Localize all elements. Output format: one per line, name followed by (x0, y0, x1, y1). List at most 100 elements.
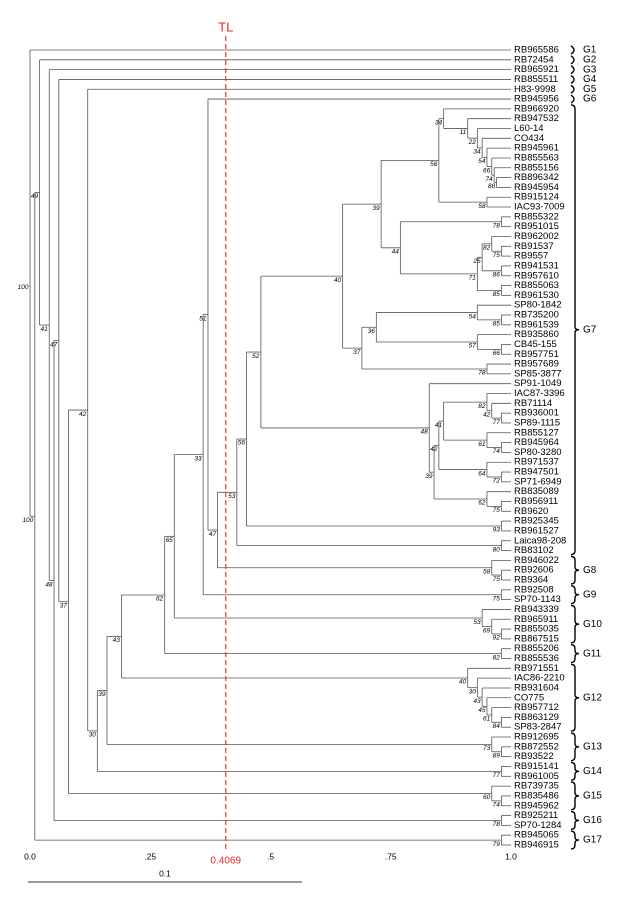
group-bracket (570, 585, 580, 605)
group-label: G9 (583, 589, 597, 600)
leaf-label: RB91537 (514, 241, 554, 252)
bootstrap-label: 22 (468, 139, 477, 146)
group-label: G7 (583, 324, 597, 335)
x-tick-label: .25 (144, 851, 156, 861)
group-bracket (570, 104, 580, 556)
bootstrap-label: 30 (89, 732, 97, 739)
bootstrap-label: 33 (194, 455, 202, 462)
group-label: G17 (583, 835, 602, 846)
leaf-label: RB92508 (514, 584, 554, 595)
leaf-label: H83-9998 (514, 84, 556, 95)
bootstrap-label: 41 (41, 326, 49, 333)
bootstrap-label: 72 (493, 478, 501, 485)
leaf-label: RB896342 (514, 172, 559, 183)
leaf-label: RB943339 (514, 604, 559, 615)
bootstrap-label: 75 (493, 595, 501, 602)
leaf-label: RB912695 (514, 732, 559, 743)
leaf-label: IAC87-3396 (514, 388, 565, 399)
bootstrap-label: 36 (368, 328, 376, 335)
bootstrap-label: 74 (485, 176, 493, 183)
leaf-label: RB945065 (514, 830, 559, 841)
bootstrap-label: 62 (156, 596, 164, 603)
bootstrap-label: 39 (98, 691, 106, 698)
bootstrap-label: 47 (209, 531, 217, 538)
leaf-label: RB915141 (514, 761, 559, 772)
bootstrap-label: 53 (228, 493, 236, 500)
leaf-label: SP91-1049 (514, 378, 562, 389)
leaf-label: RB961539 (514, 319, 559, 330)
group-label: G5 (583, 84, 597, 95)
bootstrap-label: 74 (493, 448, 501, 455)
bootstrap-label: 73 (483, 745, 491, 752)
leaf-label: SP89-1115 (514, 417, 560, 428)
group-bracket (570, 604, 580, 644)
group-bracket (570, 55, 575, 65)
bootstrap-label: 61 (483, 716, 491, 723)
bootstrap-label: 44 (392, 249, 400, 256)
leaf-label: RB945962 (514, 800, 559, 811)
group-bracket (570, 644, 580, 664)
group-label: G16 (583, 815, 602, 826)
scale-bar-label: 0.1 (159, 868, 171, 878)
bootstrap-label: 100 (22, 517, 33, 524)
leaf-label: RB961530 (514, 290, 559, 301)
bootstrap-label: 25 (472, 258, 481, 265)
bootstrap-label: 82 (493, 654, 501, 661)
group-label: G6 (583, 94, 597, 105)
leaf-label: RB945964 (514, 437, 559, 448)
leaf-label: RB92606 (514, 565, 554, 576)
bootstrap-label: 82 (483, 245, 491, 252)
bootstrap-label: 78 (493, 222, 501, 229)
bootstrap-label: 54 (469, 313, 477, 320)
leaf-label: IAC93-7009 (514, 202, 565, 213)
bootstrap-label: 56 (430, 161, 438, 168)
bootstrap-label: 84 (493, 723, 501, 730)
leaf-label: RB965586 (514, 45, 559, 56)
leaf-label: RB855536 (514, 653, 559, 664)
bootstrap-label: 79 (493, 841, 501, 848)
bootstrap-label: 58 (478, 203, 486, 210)
bootstrap-label: 42 (483, 411, 491, 418)
leaf-label: RB936001 (514, 408, 559, 419)
bootstrap-label: 57 (469, 343, 477, 350)
leaf-label: RB9620 (514, 506, 548, 517)
x-tick-label: .75 (385, 851, 397, 861)
bootstrap-label: 37 (60, 602, 68, 609)
leaf-label: RB965921 (514, 64, 559, 75)
leaf-label: RB971551 (514, 663, 559, 674)
leaf-label: SP80-1842 (514, 300, 562, 311)
bootstrap-label: 75 (493, 576, 501, 583)
bootstrap-label: 78 (493, 821, 501, 828)
leaf-label: RB735200 (514, 310, 559, 321)
leaf-label: RB9364 (514, 575, 548, 586)
group-bracket (570, 45, 575, 55)
group-label: G11 (583, 648, 602, 659)
leaf-label: CB45-155 (514, 339, 557, 350)
leaf-label: RB855063 (514, 280, 559, 291)
bootstrap-label: 40 (334, 277, 342, 284)
leaf-label: RB855322 (514, 211, 559, 222)
bootstrap-label: 100 (18, 284, 29, 291)
leaf-label: RB855206 (514, 643, 559, 654)
bootstrap-label: 56 (238, 440, 246, 447)
bootstrap-label: 43 (473, 698, 481, 705)
bootstrap-label: 75 (493, 252, 501, 259)
leaf-label: RB863129 (514, 712, 559, 723)
leaf-label: RB957751 (514, 349, 559, 360)
group-bracket (570, 94, 575, 104)
leaf-label: RB957712 (514, 702, 559, 713)
leaf-label: RB925211 (514, 810, 558, 821)
bootstrap-label: 74 (493, 802, 501, 809)
bootstrap-label: 34 (473, 149, 481, 156)
group-bracket (570, 830, 580, 850)
bootstrap-label: 61 (478, 441, 486, 448)
bootstrap-label: 69 (483, 627, 491, 634)
leaf-label: CO434 (514, 133, 544, 144)
group-label: G13 (583, 741, 602, 752)
bootstrap-label: 82 (478, 403, 486, 410)
leaf-label: RB945954 (514, 182, 559, 193)
leaf-label: CO775 (514, 692, 544, 703)
threshold-value: 0.4069 (210, 856, 241, 867)
bootstrap-label: 93 (493, 527, 501, 534)
